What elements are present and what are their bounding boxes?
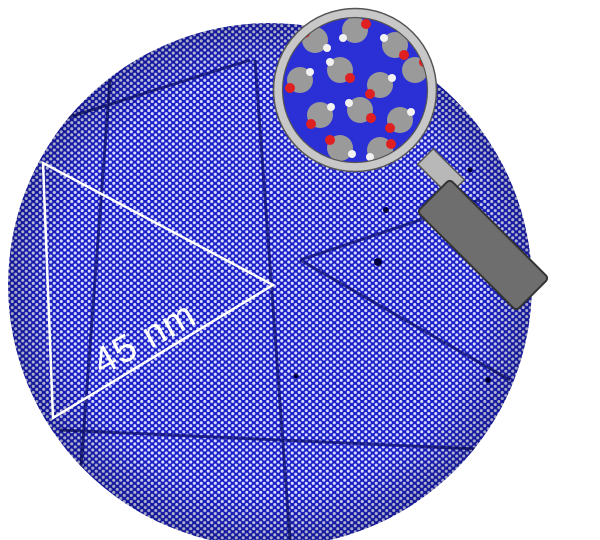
- molecule: [325, 135, 356, 161]
- molecule: [339, 17, 371, 43]
- molecule: [365, 72, 396, 99]
- molecule: [306, 102, 335, 129]
- magnifying-glass-icon: [272, 7, 549, 311]
- molecule: [285, 67, 314, 93]
- molecule: [380, 32, 409, 60]
- stm-lattice-disc: [8, 23, 532, 540]
- scale-triangle: [41, 160, 276, 421]
- molecule-zoom-view: [280, 15, 430, 165]
- molecule: [345, 97, 376, 123]
- molecule: [385, 107, 415, 133]
- magnifier-rim: [273, 8, 437, 172]
- molecule: [326, 57, 355, 83]
